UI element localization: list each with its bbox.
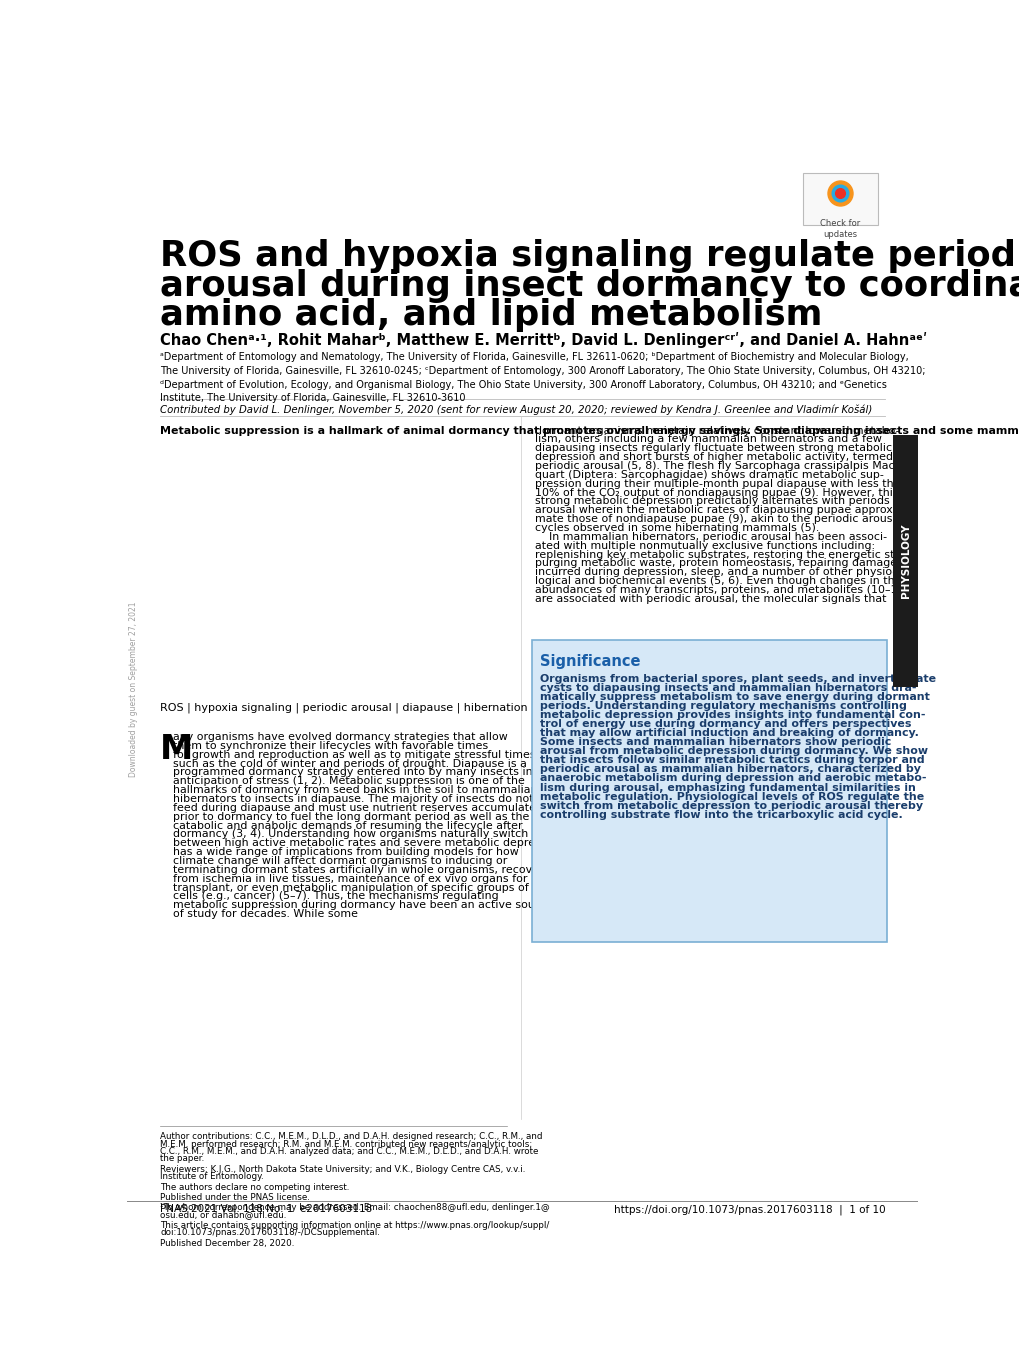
Text: metabolic depression provides insights into fundamental con-: metabolic depression provides insights i… [539,710,924,719]
Text: catabolic and anabolic demands of resuming the lifecycle after: catabolic and anabolic demands of resumi… [173,820,523,831]
Bar [893,435,917,688]
Text: ROS | hypoxia signaling | periodic arousal | diapause | hibernation: ROS | hypoxia signaling | periodic arous… [160,703,527,714]
Text: lism during arousal, emphasizing fundamental similarities in: lism during arousal, emphasizing fundame… [539,782,915,793]
Text: The authors declare no competing interest.: The authors declare no competing interes… [160,1182,350,1192]
Text: mate those of nondiapause pupae (9), akin to the periodic arousal: mate those of nondiapause pupae (9), aki… [535,515,902,524]
Text: pression during their multiple-month pupal diapause with less than: pression during their multiple-month pup… [535,479,907,489]
Text: from ischemia in live tissues, maintenance of ex vivo organs for: from ischemia in live tissues, maintenan… [173,874,527,883]
Text: hibernators to insects in diapause. The majority of insects do not: hibernators to insects in diapause. The … [173,794,533,804]
Text: strong metabolic depression predictably alternates with periods of: strong metabolic depression predictably … [535,497,903,506]
Text: the paper.: the paper. [160,1155,204,1163]
Text: osu.edu, or dahabn@ufl.edu.: osu.edu, or dahabn@ufl.edu. [160,1211,286,1219]
Text: of study for decades. While some: of study for decades. While some [173,909,358,919]
Text: any organisms have evolved dormancy strategies that allow: any organisms have evolved dormancy stra… [173,732,507,743]
Text: them to synchronize their lifecycles with favorable times: them to synchronize their lifecycles wit… [173,741,488,751]
Text: logical and biochemical events (5, 6). Even though changes in the: logical and biochemical events (5, 6). E… [535,576,901,586]
Text: that may allow artificial induction and breaking of dormancy.: that may allow artificial induction and … [539,728,918,738]
Text: controlling substrate flow into the tricarboxylic acid cycle.: controlling substrate flow into the tric… [539,809,902,820]
Text: https://doi.org/10.1073/pnas.2017603118  |  1 of 10: https://doi.org/10.1073/pnas.2017603118 … [613,1204,884,1215]
Text: cells (e.g., cancer) (5–7). Thus, the mechanisms regulating: cells (e.g., cancer) (5–7). Thus, the me… [173,891,498,901]
Text: M: M [160,733,194,766]
Text: dormancy (3, 4). Understanding how organisms naturally switch: dormancy (3, 4). Understanding how organ… [173,830,528,839]
Text: that insects follow similar metabolic tactics during torpor and: that insects follow similar metabolic ta… [539,755,923,766]
Text: Published under the PNAS license.: Published under the PNAS license. [160,1193,310,1203]
Text: amino acid, and lipid metabolism: amino acid, and lipid metabolism [160,298,821,332]
Text: arousal during insect dormancy to coordinate glucose,: arousal during insect dormancy to coordi… [160,269,1019,303]
Text: purging metabolic waste, protein homeostasis, repairing damage: purging metabolic waste, protein homeost… [535,558,897,568]
Text: Reviewers: K.J.G., North Dakota State University; and V.K., Biology Centre CAS, : Reviewers: K.J.G., North Dakota State Un… [160,1164,525,1174]
Text: Published December 28, 2020.: Published December 28, 2020. [160,1238,294,1248]
Text: PHYSIOLOGY: PHYSIOLOGY [900,524,910,598]
Text: ated with multiple nonmutually exclusive functions including:: ated with multiple nonmutually exclusive… [535,541,874,550]
Text: Some insects and mammalian hibernators show periodic: Some insects and mammalian hibernators s… [539,737,891,747]
Text: replenishing key metabolic substrates, restoring the energetic state,: replenishing key metabolic substrates, r… [535,550,915,560]
Text: Metabolic suppression is a hallmark of animal dormancy that promotes overall ene: Metabolic suppression is a hallmark of a… [160,426,1019,435]
Text: arousal from metabolic depression during dormancy. We show: arousal from metabolic depression during… [539,747,927,756]
Text: metabolic suppression during dormancy have been an active source: metabolic suppression during dormancy ha… [173,901,552,910]
Text: metabolic regulation. Physiological levels of ROS regulate the: metabolic regulation. Physiological leve… [539,792,923,801]
Text: 10% of the CO₂ output of nondiapausing pupae (9). However, this: 10% of the CO₂ output of nondiapausing p… [535,487,898,498]
Text: M.E.M. performed research; R.M. and M.E.M. contributed new reagents/analytic too: M.E.M. performed research; R.M. and M.E.… [160,1140,532,1149]
Bar [532,640,887,942]
Text: for growth and reproduction as well as to mitigate stressful times,: for growth and reproduction as well as t… [173,749,539,760]
Text: C.C., R.M., M.E.M., and D.A.H. analyzed data; and C.C., M.E.M., D.L.D., and D.A.: C.C., R.M., M.E.M., and D.A.H. analyzed … [160,1147,538,1156]
Bar [803,173,876,225]
Text: climate change will affect dormant organisms to inducing or: climate change will affect dormant organ… [173,856,507,865]
Text: PNAS 2021 Vol. 118 No. 1  e2017603118: PNAS 2021 Vol. 118 No. 1 e2017603118 [160,1204,372,1213]
Text: ROS and hypoxia signaling regulate periodic metabolic: ROS and hypoxia signaling regulate perio… [160,239,1019,273]
Text: abundances of many transcripts, proteins, and metabolites (10–13): abundances of many transcripts, proteins… [535,586,908,595]
Text: ᵃDepartment of Entomology and Nematology, The University of Florida, Gainesville: ᵃDepartment of Entomology and Nematology… [160,352,924,403]
Text: Check for
updates: Check for updates [819,220,860,239]
Text: transplant, or even metabolic manipulation of specific groups of: transplant, or even metabolic manipulati… [173,883,529,893]
Text: anticipation of stress (1, 2). Metabolic suppression is one of the: anticipation of stress (1, 2). Metabolic… [173,777,525,786]
Text: Institute of Entomology.: Institute of Entomology. [160,1173,264,1181]
Text: terminating dormant states artificially in whole organisms, recovery: terminating dormant states artificially … [173,865,550,875]
Text: dormant organisms maintain relatively constant lowered metabo-: dormant organisms maintain relatively co… [535,426,899,435]
Text: anaerobic metabolism during depression and aerobic metabo-: anaerobic metabolism during depression a… [539,774,925,784]
Text: periodic arousal (5, 8). The flesh fly Sarcophaga crassipalpis Mac-: periodic arousal (5, 8). The flesh fly S… [535,461,898,471]
Text: Organisms from bacterial spores, plant seeds, and invertebrate: Organisms from bacterial spores, plant s… [539,673,935,684]
Text: periods. Understanding regulatory mechanisms controlling: periods. Understanding regulatory mechan… [539,700,906,711]
Text: between high active metabolic rates and severe metabolic depression: between high active metabolic rates and … [173,838,564,848]
Text: Contributed by David L. Denlinger, November 5, 2020 (sent for review August 20, : Contributed by David L. Denlinger, Novem… [160,405,871,415]
Text: quart (Diptera: Sarcophagidae) shows dramatic metabolic sup-: quart (Diptera: Sarcophagidae) shows dra… [535,470,883,480]
Text: programmed dormancy strategy entered into by many insects in: programmed dormancy strategy entered int… [173,767,532,778]
Text: ¹To whom correspondence may be addressed. Email: chaochen88@ufl.edu, denlinger.1: ¹To whom correspondence may be addressed… [160,1204,549,1212]
Text: switch from metabolic depression to periodic arousal thereby: switch from metabolic depression to peri… [539,801,922,811]
Text: Chao Chenᵃ·¹, Rohit Maharᵇ, Matthew E. Merrittᵇ, David L. Denlingerᶜʳʹ, and Dani: Chao Chenᵃ·¹, Rohit Maharᵇ, Matthew E. M… [160,332,926,348]
Text: incurred during depression, sleep, and a number of other physio-: incurred during depression, sleep, and a… [535,568,896,577]
Text: feed during diapause and must use nutrient reserves accumulated: feed during diapause and must use nutrie… [173,803,543,814]
Text: such as the cold of winter and periods of drought. Diapause is a: such as the cold of winter and periods o… [173,759,527,768]
Text: cysts to diapausing insects and mammalian hibernators dra-: cysts to diapausing insects and mammalia… [539,682,915,692]
Text: hallmarks of dormancy from seed banks in the soil to mammalian: hallmarks of dormancy from seed banks in… [173,785,537,796]
Text: has a wide range of implications from building models for how: has a wide range of implications from bu… [173,848,519,857]
Text: doi:10.1073/pnas.2017603118/-/DCSupplemental.: doi:10.1073/pnas.2017603118/-/DCSuppleme… [160,1228,379,1237]
Text: Significance: Significance [539,654,640,669]
Text: matically suppress metabolism to save energy during dormant: matically suppress metabolism to save en… [539,692,928,702]
Text: cycles observed in some hibernating mammals (5).: cycles observed in some hibernating mamm… [535,523,818,532]
Text: diapausing insects regularly fluctuate between strong metabolic: diapausing insects regularly fluctuate b… [535,444,892,453]
Text: prior to dormancy to fuel the long dormant period as well as the: prior to dormancy to fuel the long dorma… [173,812,529,822]
Text: depression and short bursts of higher metabolic activity, termed: depression and short bursts of higher me… [535,452,893,463]
Text: arousal wherein the metabolic rates of diapausing pupae approxi-: arousal wherein the metabolic rates of d… [535,505,899,516]
Text: are associated with periodic arousal, the molecular signals that: are associated with periodic arousal, th… [535,594,886,603]
Text: In mammalian hibernators, periodic arousal has been associ-: In mammalian hibernators, periodic arous… [535,532,887,542]
Text: This article contains supporting information online at https://www.pnas.org/look: This article contains supporting informa… [160,1222,549,1230]
Text: periodic arousal as mammalian hibernators, characterized by: periodic arousal as mammalian hibernator… [539,764,920,774]
Text: trol of energy use during dormancy and offers perspectives: trol of energy use during dormancy and o… [539,719,910,729]
Text: lism, others including a few mammalian hibernators and a few: lism, others including a few mammalian h… [535,434,881,445]
Text: Downloaded by guest on September 27, 2021: Downloaded by guest on September 27, 202… [129,602,138,777]
Text: Author contributions: C.C., M.E.M., D.L.D., and D.A.H. designed research; C.C., : Author contributions: C.C., M.E.M., D.L.… [160,1133,542,1141]
